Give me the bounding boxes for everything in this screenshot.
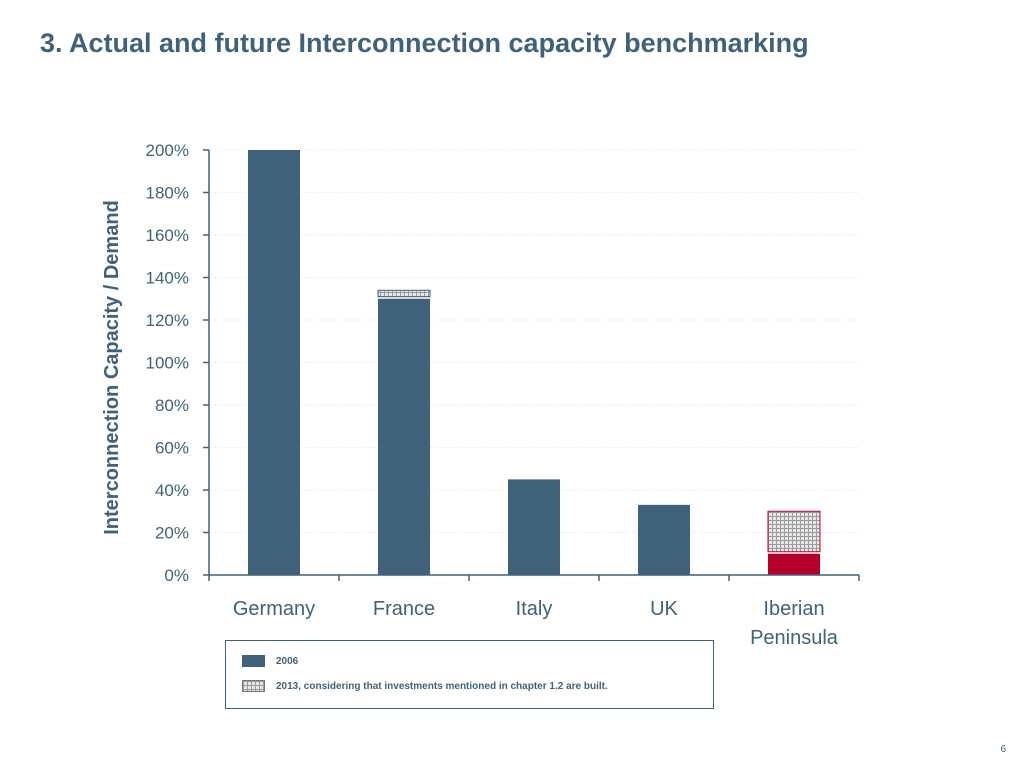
bar-2006 xyxy=(378,298,430,575)
y-axis-title: Interconnection Capacity / Demand xyxy=(101,200,123,535)
gridlines xyxy=(209,149,859,533)
y-tick-label: 60% xyxy=(155,439,189,458)
legend-item-2006: 2006 xyxy=(242,654,298,668)
y-tick-label: 200% xyxy=(146,141,189,160)
y-tick-label: 80% xyxy=(155,396,189,415)
legend-swatch-2013 xyxy=(242,680,265,692)
bar-2006 xyxy=(508,479,560,575)
x-tick-label: Italy xyxy=(516,598,553,620)
legend: 2006 2013, considering that investments … xyxy=(225,640,714,709)
y-tick-label: 0% xyxy=(164,566,189,585)
y-tick-label: 100% xyxy=(146,354,189,373)
legend-swatch-2006 xyxy=(242,655,265,667)
bars xyxy=(248,150,821,575)
axis-labels: 0% 20% 40% 60% 80% 100% 120% 140% 160% 180% 200% Ge… xyxy=(101,141,839,649)
x-tick-label: Peninsula xyxy=(750,627,839,649)
x-tick-label: France xyxy=(373,598,435,620)
y-tick-label: 40% xyxy=(155,481,189,500)
y-tick-label: 180% xyxy=(146,184,189,203)
bar-2006 xyxy=(638,504,690,575)
page-title: 3. Actual and future Interconnection cap… xyxy=(40,28,809,58)
page-number: 6 xyxy=(1000,744,1006,755)
x-tick-label: Germany xyxy=(233,598,315,620)
bar-2013 xyxy=(377,289,431,298)
legend-label-2006: 2006 xyxy=(276,655,299,667)
y-tick-label: 20% xyxy=(155,524,189,543)
bar-2013 xyxy=(767,510,821,553)
y-tick-label: 120% xyxy=(146,311,189,330)
y-tick-label: 160% xyxy=(146,226,189,245)
legend-label-2013: 2013, considering that investments menti… xyxy=(276,680,608,692)
x-tick-label: UK xyxy=(650,598,678,620)
bar-2006 xyxy=(768,553,820,575)
y-tick-label: 140% xyxy=(146,269,189,288)
axes xyxy=(203,149,860,581)
bar-2006 xyxy=(248,150,300,575)
legend-item-2013: 2013, considering that investments menti… xyxy=(242,679,608,693)
x-tick-label: Iberian xyxy=(763,598,824,620)
